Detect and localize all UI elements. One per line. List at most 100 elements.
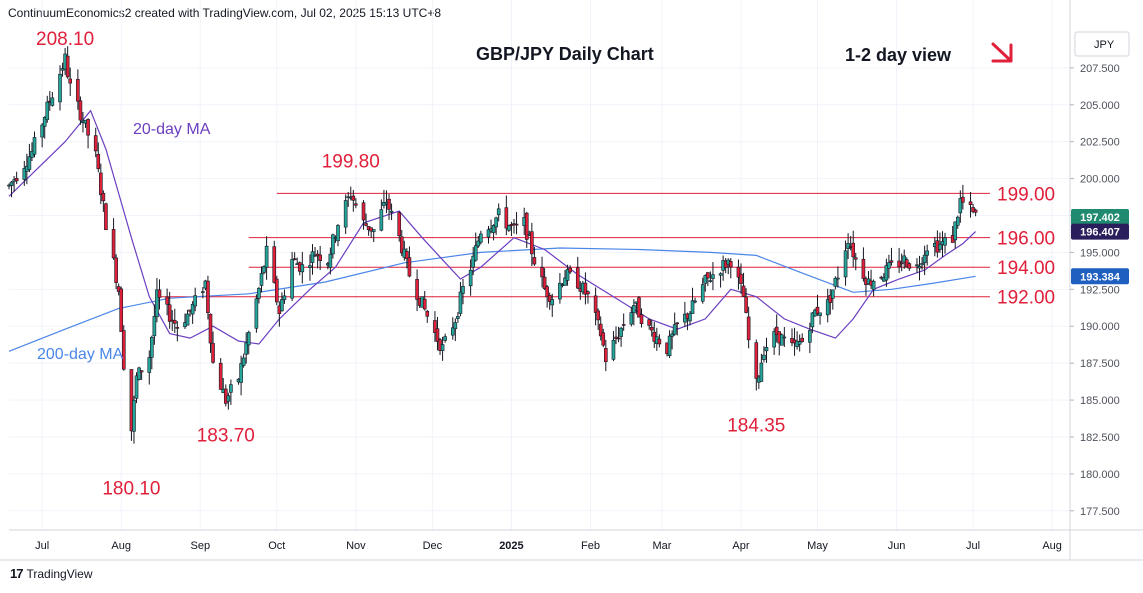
candle	[78, 96, 83, 125]
candle	[351, 189, 356, 212]
candle	[471, 247, 475, 276]
candle	[58, 65, 62, 111]
candle	[759, 353, 764, 382]
price-tag: 196.407	[1071, 223, 1129, 240]
candle	[134, 372, 139, 404]
candle	[246, 330, 251, 355]
candle	[907, 262, 912, 271]
candle	[575, 256, 580, 290]
candle	[150, 335, 154, 370]
candle	[206, 275, 210, 320]
level-label: 192.00	[997, 288, 1055, 309]
candle	[201, 287, 205, 299]
candle	[453, 318, 458, 342]
candle	[774, 314, 779, 343]
candle	[229, 379, 233, 405]
ma200-label: 200-day MA	[37, 346, 124, 363]
candle	[275, 275, 279, 306]
candle	[440, 336, 445, 361]
y-tick-label: 177.500	[1080, 506, 1120, 518]
price-tag: 197.402	[1071, 208, 1129, 225]
ma20-line	[8, 109, 977, 345]
candle	[953, 221, 958, 249]
candle	[9, 181, 14, 198]
footer-brand[interactable]: 17 TradingView	[10, 566, 93, 581]
arrow-down-right-icon	[991, 42, 1013, 63]
candle	[550, 293, 555, 317]
candle	[621, 313, 626, 331]
candle	[971, 203, 975, 214]
currency-box[interactable]	[1074, 31, 1130, 57]
candle	[889, 247, 894, 266]
candle	[808, 322, 812, 354]
candle	[851, 230, 856, 268]
candle	[387, 194, 391, 220]
y-tick-label: 187.500	[1080, 358, 1120, 370]
candle	[797, 334, 802, 352]
candle	[611, 330, 616, 362]
candle	[328, 247, 333, 275]
y-tick-label: 192.500	[1080, 284, 1120, 296]
x-tick-label: Jun	[888, 540, 906, 552]
candle	[259, 266, 264, 293]
candle	[818, 312, 822, 325]
candle	[700, 277, 705, 304]
x-tick-label: Apr	[732, 540, 749, 552]
candle	[425, 309, 430, 323]
candle	[917, 255, 922, 281]
candle	[175, 321, 180, 342]
candle	[688, 311, 692, 326]
y-tick-label: 190.000	[1080, 321, 1120, 333]
x-tick-label: Jul	[35, 540, 49, 552]
x-tick-label: 2025	[499, 540, 523, 552]
candle	[114, 254, 118, 290]
candle	[45, 95, 50, 123]
candle	[831, 289, 835, 310]
candle	[389, 203, 394, 221]
candle	[152, 304, 157, 345]
candle	[706, 272, 710, 287]
x-tick-label: Nov	[346, 540, 366, 552]
candle	[693, 297, 697, 304]
candle	[741, 272, 746, 297]
candle	[601, 328, 606, 348]
price-annotation: 184.35	[727, 416, 785, 437]
candle	[491, 224, 496, 241]
price-annotation: 180.10	[102, 478, 160, 499]
candle	[473, 232, 478, 262]
candle	[887, 254, 891, 279]
candle	[922, 245, 927, 276]
candle	[361, 200, 366, 230]
x-tick-label: Mar	[652, 540, 671, 552]
candle	[290, 251, 294, 302]
candle	[14, 171, 19, 185]
candle	[450, 317, 455, 340]
candle	[754, 339, 759, 391]
candle	[399, 229, 404, 257]
candle	[379, 199, 384, 232]
candle	[871, 279, 876, 297]
candle	[540, 256, 544, 288]
candle	[530, 222, 534, 267]
x-tick-label: Sep	[190, 540, 210, 552]
candle	[568, 265, 572, 274]
candle	[675, 322, 680, 336]
candle	[407, 246, 412, 278]
candle	[486, 225, 491, 244]
candle	[828, 289, 833, 315]
candle	[226, 392, 231, 410]
candle	[422, 291, 427, 311]
candle	[456, 312, 460, 323]
candle	[292, 252, 297, 261]
candle	[968, 192, 973, 218]
svg-text:197.402: 197.402	[1080, 212, 1120, 224]
candle	[435, 316, 440, 351]
candle	[461, 278, 465, 305]
candle	[899, 253, 904, 272]
ma20-label: 20-day MA	[133, 121, 211, 138]
candle	[853, 252, 858, 271]
candle	[762, 346, 766, 363]
candle	[308, 254, 312, 281]
candle	[772, 328, 776, 355]
